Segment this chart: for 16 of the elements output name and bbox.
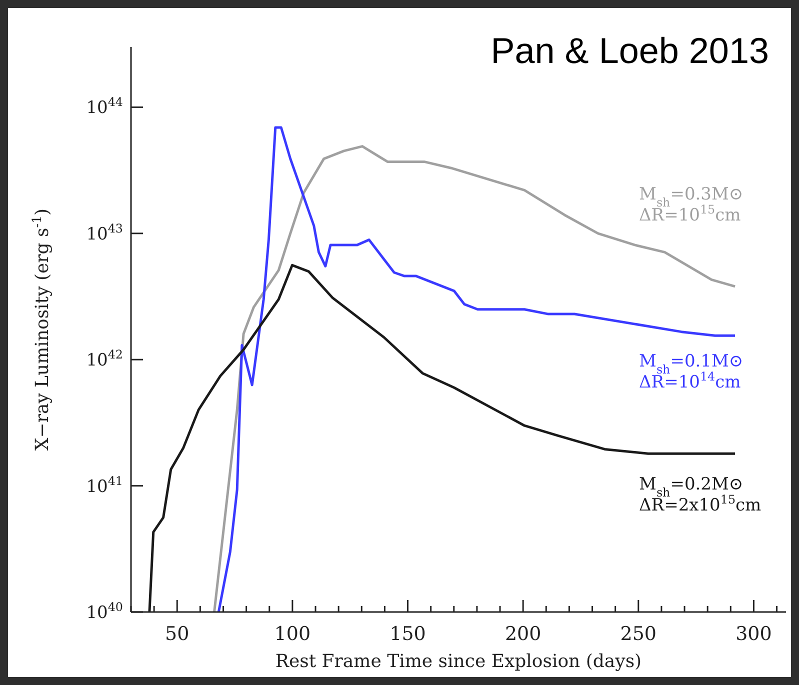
y-tick-label: 10$^{43}$ [86,221,123,244]
x-axis-title: Rest Frame Time since Explosion (days) [275,651,642,672]
x-tick-label: 250 [620,623,657,645]
x-tick-label: 200 [504,623,542,645]
y-tick-label: 10$^{42}$ [86,348,123,371]
x-tick-label: 150 [390,623,426,645]
annotation: Pan & Loeb 2013 [486,30,773,72]
x-tick-label: 300 [736,623,772,645]
series-label: M$_{sh}$=0.2M⊙ ΔR=2x10$^{15}$cm [639,474,762,516]
x-tick-label: 50 [165,623,190,645]
y-tick-label: 10$^{44}$ [86,95,123,118]
x-tick-label: 100 [274,623,311,645]
series-label: M$_{sh}$=0.3M⊙ ΔR=10$^{15}$cm [639,184,744,226]
y-tick-label: 10$^{40}$ [86,600,123,623]
y-tick-label: 10$^{41}$ [86,474,123,497]
series-label: M$_{sh}$=0.1M⊙ ΔR=10$^{14}$cm [639,352,744,393]
